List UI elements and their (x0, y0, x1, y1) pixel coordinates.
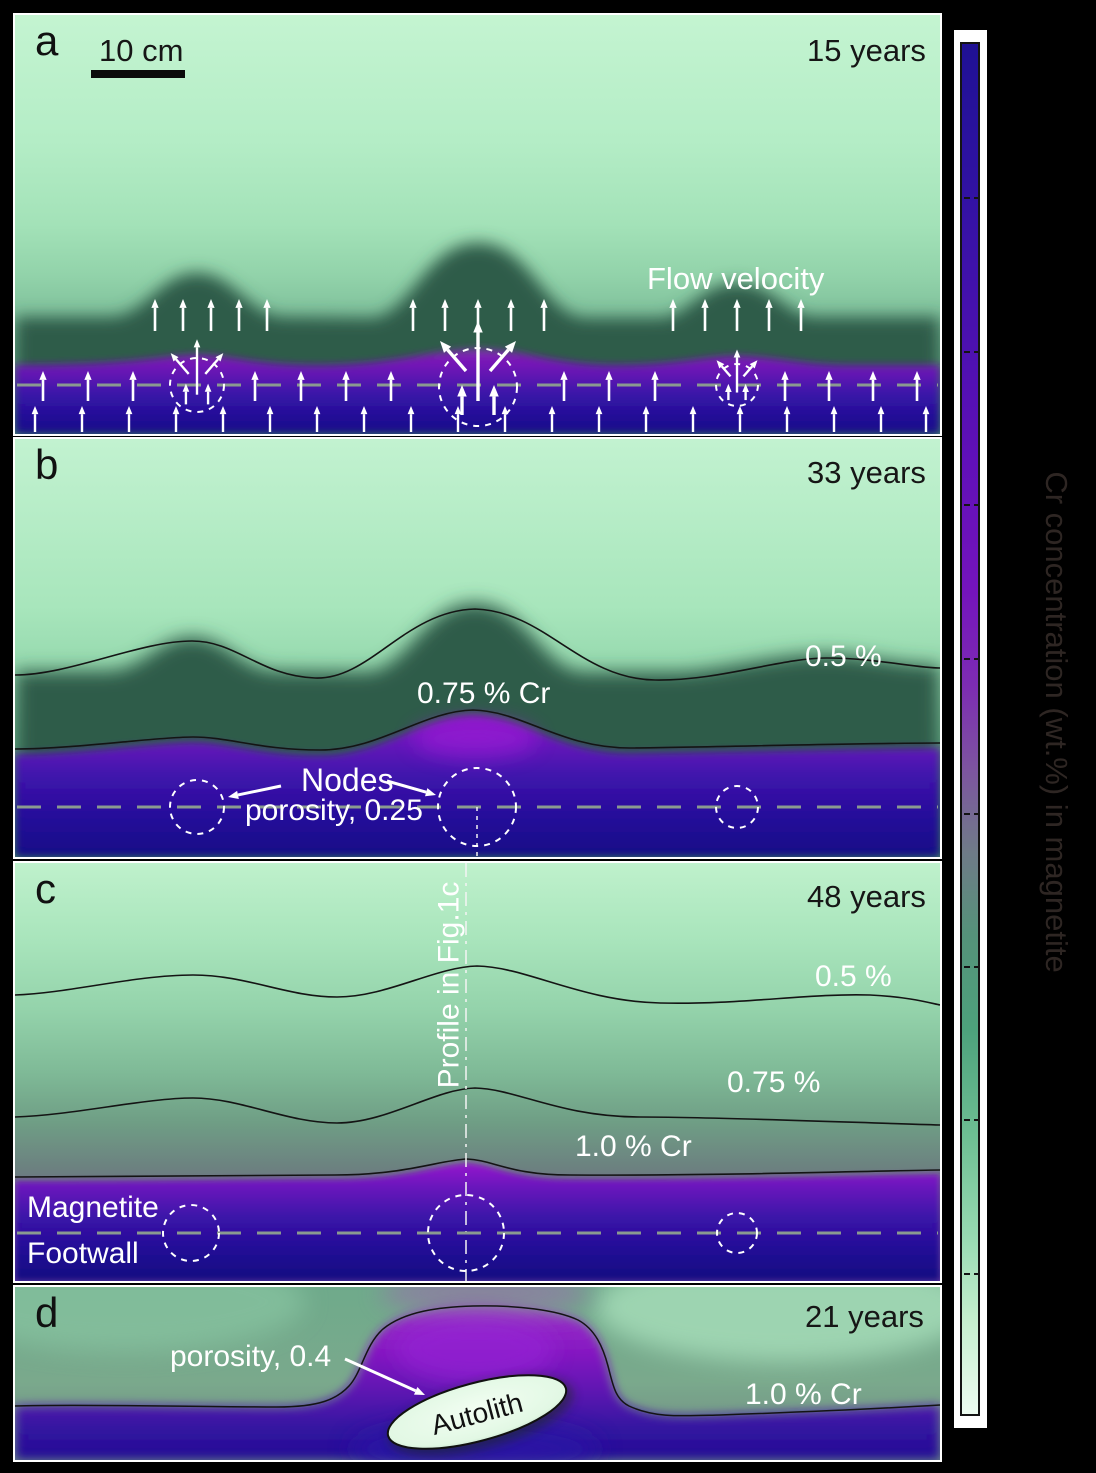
contour-0.5 (15, 965, 940, 1006)
node-circle (716, 1212, 758, 1254)
nodes-label: Nodes (301, 762, 394, 798)
time-label: 48 years (807, 879, 926, 914)
colorbar-tick (974, 812, 980, 815)
colorbar-tick (964, 812, 970, 815)
footwall-label: Footwall (27, 1237, 139, 1270)
contour-label-0.5: 0.5 % (805, 640, 882, 673)
magnetite-label: Magnetite (27, 1191, 159, 1224)
colorbar-tick (964, 657, 970, 660)
contour-label-0.75: 0.75 % Cr (417, 677, 551, 710)
panel-b-magnetite-zone (15, 715, 940, 857)
colorbar-tick (964, 197, 970, 200)
panel-d: d 21 years porosity, 0.4 1.0 % Cr Autoli… (13, 1285, 942, 1462)
scalebar-label: 10 cm (99, 33, 184, 68)
colorbar-tick (974, 1119, 980, 1122)
time-label: 33 years (807, 455, 926, 490)
top-right-green-zone (595, 1287, 940, 1362)
panel-a-heatmap (15, 15, 940, 434)
colorbar-tick (974, 197, 980, 200)
time-label: 21 years (805, 1299, 924, 1334)
annotation-arrows (228, 779, 436, 800)
contour-lines (15, 608, 940, 751)
contour-lines (15, 965, 940, 1178)
colorbar-tick (974, 350, 980, 353)
colorbar-tick (974, 657, 980, 660)
porosity-label: porosity, 0.25 (245, 794, 423, 827)
autolith-ellipse (386, 1374, 568, 1450)
contour-0.5 (15, 608, 940, 681)
contour-label-0.75: 0.75 % (727, 1066, 821, 1099)
flow-velocity-arrows (31, 299, 930, 432)
panel-label: c (35, 865, 56, 912)
top-left-green-zone (15, 1287, 305, 1352)
panel-b-heatmap (15, 439, 940, 857)
flow-velocity-label: Flow velocity (647, 261, 825, 296)
contour-0.75 (15, 1087, 940, 1126)
node-circle (437, 767, 517, 847)
node-circles (169, 767, 759, 847)
panel-a: a 10 cm 15 years Flow velocity (13, 13, 942, 436)
panel-c: c 48 years 0.5 % 0.75 % 1.0 % Cr Profile… (13, 861, 942, 1283)
colorbar-label: Cr concentration (wt.%) in magnetite (1039, 471, 1074, 973)
colorbar-tick (964, 504, 970, 507)
plume-bright-core (395, 1315, 555, 1383)
panel-label: b (35, 441, 59, 488)
profile-label: Profile in Fig.1c (432, 881, 466, 1089)
node-circles (162, 1194, 758, 1272)
node-circle (427, 1194, 505, 1272)
contour-1.0 (15, 1158, 940, 1178)
scalebar (91, 70, 185, 78)
panel-c-heatmap (15, 863, 940, 1281)
colorbar-tick (974, 966, 980, 968)
porosity-label: porosity, 0.4 (170, 1340, 332, 1373)
node-circle (169, 779, 225, 835)
panel-d-heatmap (15, 1287, 940, 1460)
colorbar-tick (974, 504, 980, 507)
contour-1.0 (15, 1305, 940, 1417)
autolith (386, 1374, 574, 1456)
node-circle (715, 785, 759, 829)
colorbar-tick (964, 350, 970, 353)
colorbar-frame (954, 30, 987, 1428)
colorbar-gradient (960, 42, 980, 1416)
annotation-arrows (344, 1357, 425, 1395)
node-circle (169, 357, 225, 413)
contour-label-1.0: 1.0 % Cr (745, 1378, 862, 1411)
plume-lavender-top (380, 1287, 590, 1315)
panel-b: b 33 years 0.5 % 0.75 % Cr Nodes porosit… (13, 437, 942, 859)
contour-0.75 (15, 709, 940, 751)
colorbar-tick (964, 1272, 970, 1275)
contour-label-1.0: 1.0 % Cr (575, 1130, 692, 1163)
bright-node-halo (413, 720, 537, 758)
panel-label: a (35, 17, 59, 64)
panel-c-magnetite-zone (15, 1163, 940, 1281)
colorbar-tick (964, 966, 970, 968)
time-label: 15 years (807, 33, 926, 68)
colorbar-tick (964, 1119, 970, 1122)
panel-label: d (35, 1289, 59, 1336)
colorbar-tick (974, 1272, 980, 1275)
node-circle (162, 1204, 220, 1262)
contour-label-0.5: 0.5 % (815, 960, 892, 993)
